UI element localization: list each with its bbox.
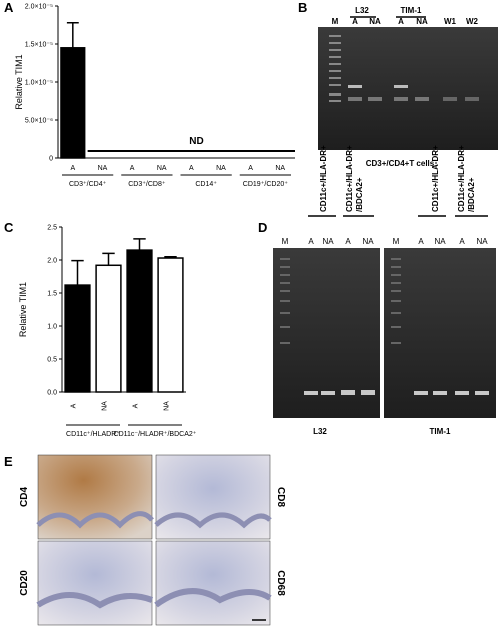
gel-d: CD11c+/HLA-DR+ CD11c+/HLA-DR+/BDCA2+ CD1… (273, 145, 496, 436)
lane-label: W2 (466, 17, 479, 26)
x-tick-label: A (133, 403, 140, 408)
lane-label: M (282, 237, 289, 246)
x-tick-label: NA (157, 165, 167, 172)
y-tick-label: 1.5×10⁻⁵ (25, 42, 53, 49)
lane-label: A (352, 17, 358, 26)
lane-label: A (418, 237, 424, 246)
group-label: CD19⁺/CD20⁺ (243, 181, 288, 188)
error-bar (71, 259, 84, 286)
gel-header: TIM-1 (401, 6, 422, 15)
lane-label: NA (476, 237, 488, 246)
gel-b: L32 TIM-1 M A NA A NA W1 W2 CD3+/CD4+T c… (318, 6, 498, 168)
panel-label: E (4, 454, 13, 469)
lane-label: W1 (444, 17, 457, 26)
y-tick-label: 0 (49, 156, 53, 163)
y-tick-label: 2.0×10⁻⁵ (25, 4, 53, 11)
x-tick-label: NA (216, 165, 226, 172)
panel-label: B (298, 0, 307, 15)
group-label: CD3⁺/CD4⁺ (69, 181, 107, 188)
x-tick-label: A (130, 165, 135, 172)
error-bar (66, 21, 79, 48)
bar (157, 257, 184, 393)
error-bar (164, 255, 177, 259)
lane-label: NA (362, 237, 374, 246)
x-tick-label: NA (275, 165, 285, 172)
lane-label: M (332, 17, 339, 26)
y-tick-label: 1.0×10⁻⁵ (25, 80, 53, 87)
panel-label: D (258, 220, 267, 235)
group-label: CD11c⁺/HLADR⁺ (66, 431, 120, 438)
group-label: CD14⁺ (195, 181, 217, 188)
panel-label: A (4, 0, 14, 15)
lane-label: NA (369, 17, 381, 26)
panel-label: C (4, 220, 14, 235)
y-tick-label: 5.0×10⁻⁶ (25, 118, 53, 125)
y-tick-label: 2.5 (47, 225, 57, 232)
error-bar (133, 238, 146, 251)
lane-label: A (459, 237, 465, 246)
stain-label: CD20 (19, 570, 30, 596)
gel-header: CD11c+/HLA-DR+/BDCA2+ (345, 145, 364, 212)
x-tick-label: A (70, 165, 75, 172)
gel-caption: L32 (313, 427, 327, 436)
group-label: CD3⁺/CD8⁺ (128, 181, 166, 188)
gel-header: CD11c+/HLA-DR+ (431, 145, 440, 212)
bar (64, 284, 91, 393)
lane-label: NA (434, 237, 446, 246)
stain-label: CD4 (19, 487, 30, 507)
gel-caption: TIM-1 (430, 427, 451, 436)
stain-label: CD8 (275, 487, 286, 507)
bar (126, 249, 153, 393)
x-tick-label: NA (98, 165, 108, 172)
annotation: ND (189, 136, 203, 147)
lane-label: A (308, 237, 314, 246)
bar (95, 264, 122, 393)
y-tick-label: 1.5 (47, 291, 57, 298)
error-bar (102, 252, 115, 266)
y-tick-label: 1.0 (47, 324, 57, 331)
y-axis-label: Relative TIM1 (18, 282, 28, 337)
bar (60, 47, 86, 159)
x-tick-label: A (71, 403, 78, 408)
y-tick-label: 0.0 (47, 390, 57, 397)
lane-label: A (398, 17, 404, 26)
x-tick-label: NA (164, 401, 171, 411)
x-tick-label: A (189, 165, 194, 172)
lane-label: NA (416, 17, 428, 26)
gel-header: L32 (355, 6, 369, 15)
lane-label: M (393, 237, 400, 246)
x-tick-label: NA (102, 401, 109, 411)
lane-label: A (345, 237, 351, 246)
y-tick-label: 2.0 (47, 258, 57, 265)
group-label: CD11c⁻/HLADR⁺/BDCA2⁺ (114, 431, 197, 438)
y-axis-label: Relative TIM1 (14, 54, 24, 109)
x-tick-label: A (248, 165, 253, 172)
y-tick-label: 0.5 (47, 357, 57, 364)
histology: CD4 CD8 CD20 CD68 (19, 454, 286, 626)
gel-caption: CD3+/CD4+T cells (366, 159, 435, 168)
gel-header: CD11c+/HLA-DR+/BDCA2+ (457, 145, 476, 212)
lane-label: NA (322, 237, 334, 246)
stain-label: CD68 (275, 570, 286, 596)
gel-header: CD11c+/HLA-DR+ (319, 145, 328, 212)
